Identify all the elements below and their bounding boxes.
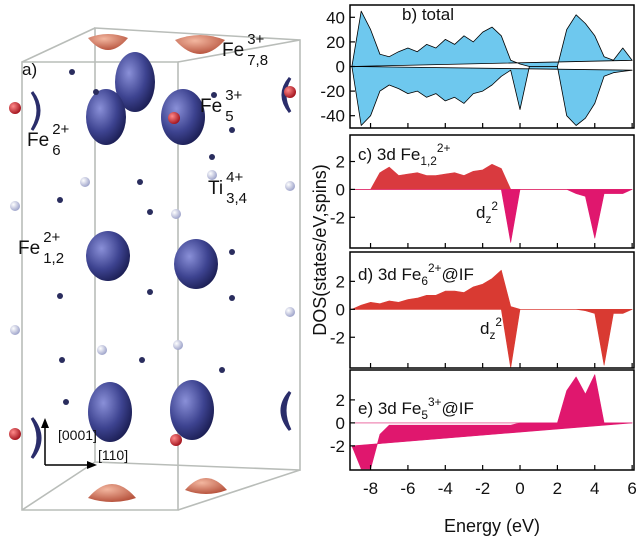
annotation-sup: 2	[491, 199, 498, 213]
dos-area	[352, 67, 632, 126]
dos-area	[352, 11, 632, 66]
y-tick-label: 0	[336, 58, 345, 77]
annotation-sup: 2	[495, 315, 502, 329]
site-index: 1,2	[43, 250, 64, 267]
panel-title-text: b) total	[402, 5, 454, 24]
y-tick-label: -2	[330, 328, 345, 347]
y-tick-label: -2	[330, 437, 345, 456]
y-tick-label: -2	[330, 208, 345, 227]
panel-title-sub: 1,2	[420, 154, 437, 168]
panel-frame	[350, 5, 634, 128]
x-axis-label: Energy (eV)	[444, 516, 540, 536]
x-tick-label: -6	[400, 479, 415, 498]
annotation: dz2	[480, 315, 502, 342]
y-tick-label: 40	[326, 8, 345, 27]
site-index: 6	[52, 142, 60, 159]
panel-title: e) 3d Fe53+@IF	[358, 395, 474, 422]
dos-area	[352, 423, 632, 469]
panel-title-rest: @IF	[442, 399, 474, 418]
dos-area	[352, 189, 632, 242]
x-tick-label: 2	[553, 479, 562, 498]
panel-title-sup: 2+	[437, 141, 451, 155]
site-charge: 3+	[247, 31, 264, 48]
dos-area	[352, 164, 632, 189]
site-label: Fe	[200, 96, 222, 117]
x-tick-label: -4	[438, 479, 453, 498]
panel-title: b) total	[402, 5, 454, 24]
structure-render	[9, 28, 300, 510]
direction-label: [0001]	[58, 427, 97, 443]
annotation-sub: z	[489, 328, 495, 342]
site-charge: 2+	[52, 121, 69, 138]
y-tick-label: 2	[336, 391, 345, 410]
x-tick-label: -8	[363, 479, 378, 498]
y-tick-label: 0	[336, 300, 345, 319]
site-label: Fe	[18, 238, 40, 259]
site-label: Ti	[208, 178, 223, 199]
panel-title-sub: 5	[421, 408, 428, 422]
panel-title-sub: 6	[421, 274, 428, 288]
site-charge: 4+	[226, 169, 243, 186]
panel-title: c) 3d Fe1,22+	[358, 141, 451, 168]
x-tick-label: 6	[627, 479, 636, 498]
site-index: 3,4	[226, 190, 247, 207]
y-tick-label: 0	[336, 180, 345, 199]
figure: a)Fe3+7,8Fe3+5Fe2+6Ti4+3,4Fe2+1,2[0001][…	[0, 0, 642, 543]
site-index: 5	[225, 108, 233, 125]
panel-label: a)	[22, 60, 37, 79]
x-tick-label: -2	[475, 479, 490, 498]
panel-title-text: c) 3d Fe	[358, 145, 420, 164]
annotation: dz2	[476, 199, 498, 226]
site-charge: 3+	[225, 87, 242, 104]
y-tick-label: 0	[336, 414, 345, 433]
annotation-sub: z	[485, 212, 491, 226]
y-tick-label: 2	[336, 153, 345, 172]
y-tick-label: -20	[320, 82, 345, 101]
y-tick-label: 20	[326, 33, 345, 52]
site-label: Fe	[27, 130, 49, 151]
y-tick-label: 2	[336, 272, 345, 291]
panel-title: d) 3d Fe62+@IF	[358, 261, 474, 288]
direction-label: [110]	[98, 447, 128, 463]
panel-title-text: d) 3d Fe	[358, 265, 421, 284]
panel-title-text: e) 3d Fe	[358, 399, 421, 418]
x-tick-label: 0	[515, 479, 524, 498]
panel-title-sup: 3+	[428, 395, 442, 409]
y-tick-label: -40	[320, 107, 345, 126]
site-index: 7,8	[247, 52, 268, 69]
panel-title-sup: 2+	[428, 261, 442, 275]
x-tick-label: 4	[590, 479, 599, 498]
y-axis-label: DOS(states/eV,spins)	[310, 164, 330, 335]
site-label: Fe	[222, 40, 244, 61]
annotation-text: d	[476, 203, 485, 222]
annotation-text: d	[480, 319, 489, 338]
site-charge: 2+	[43, 229, 60, 246]
panel-title-rest: @IF	[442, 265, 474, 284]
